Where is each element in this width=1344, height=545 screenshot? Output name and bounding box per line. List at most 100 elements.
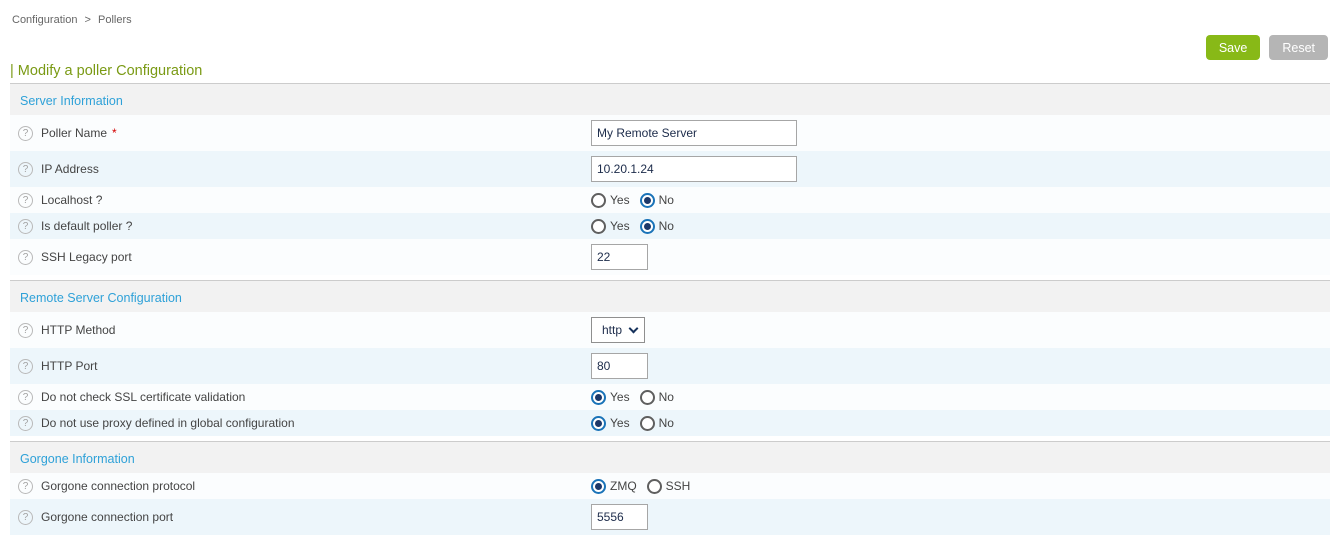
- radio-do-not-use-proxy-defined-in-global-configuration-yes[interactable]: Yes: [591, 415, 630, 431]
- form-row-localhost: ? Localhost ? Yes No: [10, 187, 1330, 213]
- field-value-cell: [591, 120, 1330, 146]
- radio-label: Yes: [610, 416, 630, 430]
- field-label-cell: ? SSH Legacy port: [10, 249, 591, 265]
- field-label-cell: ? Do not check SSL certificate validation: [10, 389, 591, 405]
- radio-localhost-no[interactable]: No: [639, 192, 674, 208]
- field-label: Localhost ?: [41, 193, 103, 207]
- radio-unselected-icon[interactable]: [591, 218, 606, 234]
- select-http-method[interactable]: http: [591, 317, 645, 343]
- form-row-http-port: ? HTTP Port: [10, 348, 1330, 384]
- field-label-cell: ? IP Address: [10, 161, 591, 177]
- section-title: Gorgone Information: [10, 441, 1330, 473]
- section-title: Remote Server Configuration: [10, 280, 1330, 312]
- input-gorgone-connection-port[interactable]: [591, 504, 648, 530]
- input-poller-name[interactable]: [591, 120, 797, 146]
- radio-is-default-poller-no[interactable]: No: [639, 218, 674, 234]
- radio-label: SSH: [665, 479, 691, 493]
- radio-label: Yes: [610, 390, 630, 404]
- field-label: IP Address: [41, 162, 99, 176]
- field-label: HTTP Method: [41, 323, 116, 337]
- radio-gorgone-connection-protocol-zmq[interactable]: ZMQ: [591, 478, 637, 494]
- radio-label: Yes: [610, 193, 630, 207]
- radio-do-not-use-proxy-defined-in-global-configuration-no[interactable]: No: [639, 415, 674, 431]
- field-value-cell: [591, 353, 1330, 379]
- field-label-cell: ? Gorgone connection protocol: [10, 478, 591, 494]
- field-label: Gorgone connection protocol: [41, 479, 196, 493]
- save-button[interactable]: Save: [1205, 35, 1261, 60]
- field-value-cell: Yes No: [591, 218, 1330, 234]
- radio-unselected-icon[interactable]: [639, 415, 655, 431]
- section-title: Server Information: [10, 83, 1330, 115]
- radio-localhost-yes[interactable]: Yes: [591, 192, 630, 208]
- radio-label: No: [658, 193, 674, 207]
- input-http-port[interactable]: [591, 353, 648, 379]
- radio-gorgone-connection-protocol-ssh[interactable]: SSH: [646, 478, 691, 494]
- section-server-information: Server Information? Poller Name *? IP Addre…: [10, 83, 1330, 275]
- input-ip-address[interactable]: [591, 156, 797, 182]
- field-label: Is default poller ?: [41, 219, 133, 233]
- field-label: Poller Name: [41, 126, 108, 140]
- form-row-do-not-use-proxy-defined-in-global-configuration: ? Do not use proxy defined in global conf…: [10, 410, 1330, 436]
- field-label: SSH Legacy port: [41, 250, 132, 264]
- field-label: Do not use proxy defined in global confi…: [41, 416, 295, 430]
- form-row-is-default-poller: ? Is default poller ? Yes No: [10, 213, 1330, 239]
- select-value: http: [602, 323, 623, 337]
- radio-label: ZMQ: [610, 479, 637, 493]
- radio-label: No: [658, 390, 674, 404]
- radio-selected-icon[interactable]: [639, 218, 655, 234]
- form-row-gorgone-connection-port: ? Gorgone connection port: [10, 499, 1330, 535]
- section-gorgone-information: Gorgone Information? Gorgone connection p…: [10, 441, 1330, 535]
- radio-selected-icon[interactable]: [591, 389, 606, 405]
- form-action-bar: Save Reset: [0, 35, 1344, 60]
- help-icon[interactable]: ?: [18, 249, 33, 265]
- input-ssh-legacy-port[interactable]: [591, 244, 648, 270]
- breadcrumb-separator: >: [84, 14, 91, 26]
- breadcrumb: Configuration > Pollers: [0, 0, 1344, 26]
- form-row-ssh-legacy-port: ? SSH Legacy port: [10, 239, 1330, 275]
- help-icon[interactable]: ?: [18, 478, 33, 494]
- field-label: Gorgone connection port: [41, 510, 174, 524]
- radio-do-not-check-ssl-certificate-validation-yes[interactable]: Yes: [591, 389, 630, 405]
- help-icon[interactable]: ?: [18, 322, 33, 338]
- help-icon[interactable]: ?: [18, 415, 33, 431]
- field-value-cell: ZMQ SSH: [591, 478, 1330, 494]
- field-label: HTTP Port: [41, 359, 98, 373]
- reset-button[interactable]: Reset: [1269, 35, 1328, 60]
- help-icon[interactable]: ?: [18, 192, 33, 208]
- radio-is-default-poller-yes[interactable]: Yes: [591, 218, 630, 234]
- field-label-cell: ? Poller Name *: [10, 125, 591, 141]
- help-icon[interactable]: ?: [18, 218, 33, 234]
- field-value-cell: Yes No: [591, 192, 1330, 208]
- field-value-cell: Yes No: [591, 415, 1330, 431]
- form-row-http-method: ? HTTP Method http: [10, 312, 1330, 348]
- breadcrumb-item-configuration[interactable]: Configuration: [12, 14, 78, 26]
- radio-unselected-icon[interactable]: [591, 192, 606, 208]
- help-icon[interactable]: ?: [18, 389, 33, 405]
- help-icon[interactable]: ?: [18, 125, 33, 141]
- help-icon[interactable]: ?: [18, 358, 33, 374]
- radio-unselected-icon[interactable]: [639, 389, 655, 405]
- section-remote-server-configuration: Remote Server Configuration? HTTP Method h…: [10, 280, 1330, 436]
- radio-selected-icon[interactable]: [639, 192, 655, 208]
- field-label-cell: ? HTTP Method: [10, 322, 591, 338]
- radio-label: No: [658, 416, 674, 430]
- field-label: Do not check SSL certificate validation: [41, 390, 246, 404]
- poller-form: Server Information? Poller Name *? IP Addre…: [10, 83, 1330, 535]
- page-title: | Modify a poller Configuration: [10, 63, 203, 79]
- help-icon[interactable]: ?: [18, 509, 33, 525]
- radio-unselected-icon[interactable]: [646, 478, 662, 494]
- breadcrumb-item-pollers[interactable]: Pollers: [98, 14, 132, 26]
- field-value-cell: Yes No: [591, 389, 1330, 405]
- radio-selected-icon[interactable]: [591, 478, 606, 494]
- field-value-cell: [591, 504, 1330, 530]
- field-label-cell: ? Is default poller ?: [10, 218, 591, 234]
- form-row-ip-address: ? IP Address: [10, 151, 1330, 187]
- chevron-down-icon: [628, 323, 639, 334]
- radio-do-not-check-ssl-certificate-validation-no[interactable]: No: [639, 389, 674, 405]
- help-icon[interactable]: ?: [18, 161, 33, 177]
- radio-selected-icon[interactable]: [591, 415, 606, 431]
- field-label-cell: ? Localhost ?: [10, 192, 591, 208]
- field-value-cell: [591, 156, 1330, 182]
- radio-label: No: [658, 219, 674, 233]
- field-label-cell: ? Do not use proxy defined in global conf…: [10, 415, 591, 431]
